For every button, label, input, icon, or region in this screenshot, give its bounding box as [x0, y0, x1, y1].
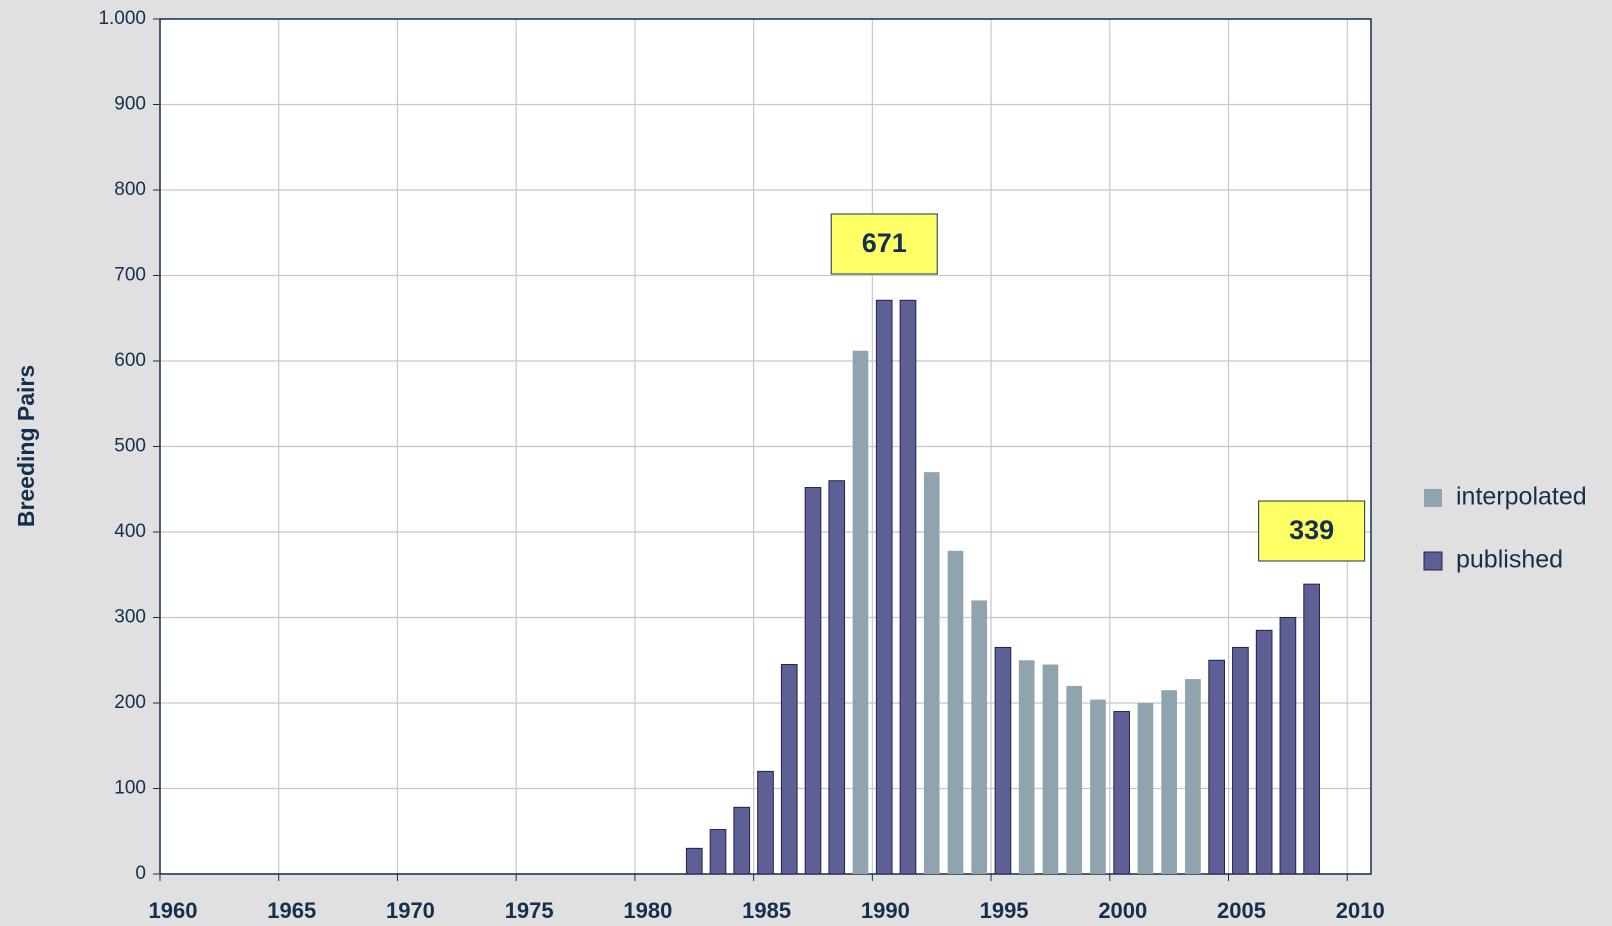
bar: [947, 550, 964, 874]
bar: [780, 664, 798, 875]
x-tick-label: 1960: [149, 898, 198, 923]
x-tick-label: 1970: [386, 898, 435, 923]
bar: [685, 847, 703, 875]
x-tick-label: 1990: [861, 898, 910, 923]
x-tick-label: 1975: [505, 898, 554, 923]
legend-label: interpolated: [1456, 483, 1587, 511]
bar: [1161, 690, 1178, 874]
y-tick-label: 200: [114, 692, 146, 713]
y-tick-label: 900: [114, 94, 146, 115]
legend-label: published: [1456, 546, 1563, 574]
bar: [1185, 679, 1201, 874]
bar: [875, 299, 893, 875]
legend-swatch: [1424, 489, 1442, 507]
bar: [994, 646, 1012, 875]
x-tick-label: 1995: [980, 898, 1029, 923]
bar: [804, 487, 822, 875]
bar: [1137, 703, 1154, 874]
y-tick-label: 800: [114, 179, 146, 200]
bar: [1279, 617, 1297, 875]
bar: [971, 600, 988, 874]
bar: [757, 770, 774, 875]
annotation: 339: [1289, 515, 1334, 545]
bar: [709, 829, 727, 875]
y-axis-label: Breeding Pairs: [13, 365, 39, 527]
annotation-box: [1258, 500, 1366, 562]
x-tick-label: 2000: [1098, 898, 1147, 923]
y-tick-label: 0: [135, 863, 146, 884]
x-tick-label: 1985: [742, 898, 791, 923]
y-tick-label: 100: [114, 778, 146, 799]
bar: [1113, 711, 1131, 875]
bar: [1208, 659, 1225, 875]
bar: [1066, 685, 1083, 874]
bar: [1255, 629, 1273, 875]
bar: [852, 350, 869, 874]
bar: [1303, 583, 1320, 875]
bar: [733, 806, 751, 875]
x-tick-label: 1980: [623, 898, 672, 923]
bar: [828, 480, 846, 875]
y-tick-label: 700: [114, 265, 146, 286]
y-tick-label: 500: [114, 436, 146, 457]
bar: [1042, 664, 1059, 874]
bar: [1232, 646, 1249, 875]
bar: [1090, 699, 1106, 874]
bar: [899, 299, 917, 875]
y-tick-label: 400: [114, 521, 146, 542]
annotation-box: [830, 213, 938, 275]
x-tick-label: 1965: [267, 898, 316, 923]
bar: [1018, 660, 1035, 874]
legend-swatch: [1423, 551, 1443, 571]
y-tick-label: 600: [114, 350, 146, 371]
x-tick-label: 2005: [1217, 898, 1266, 923]
annotation: 671: [862, 228, 907, 258]
x-tick-label: 2010: [1336, 898, 1385, 923]
bar: [923, 472, 940, 874]
y-tick-label: 1.000: [98, 8, 146, 29]
y-tick-label: 300: [114, 607, 146, 628]
